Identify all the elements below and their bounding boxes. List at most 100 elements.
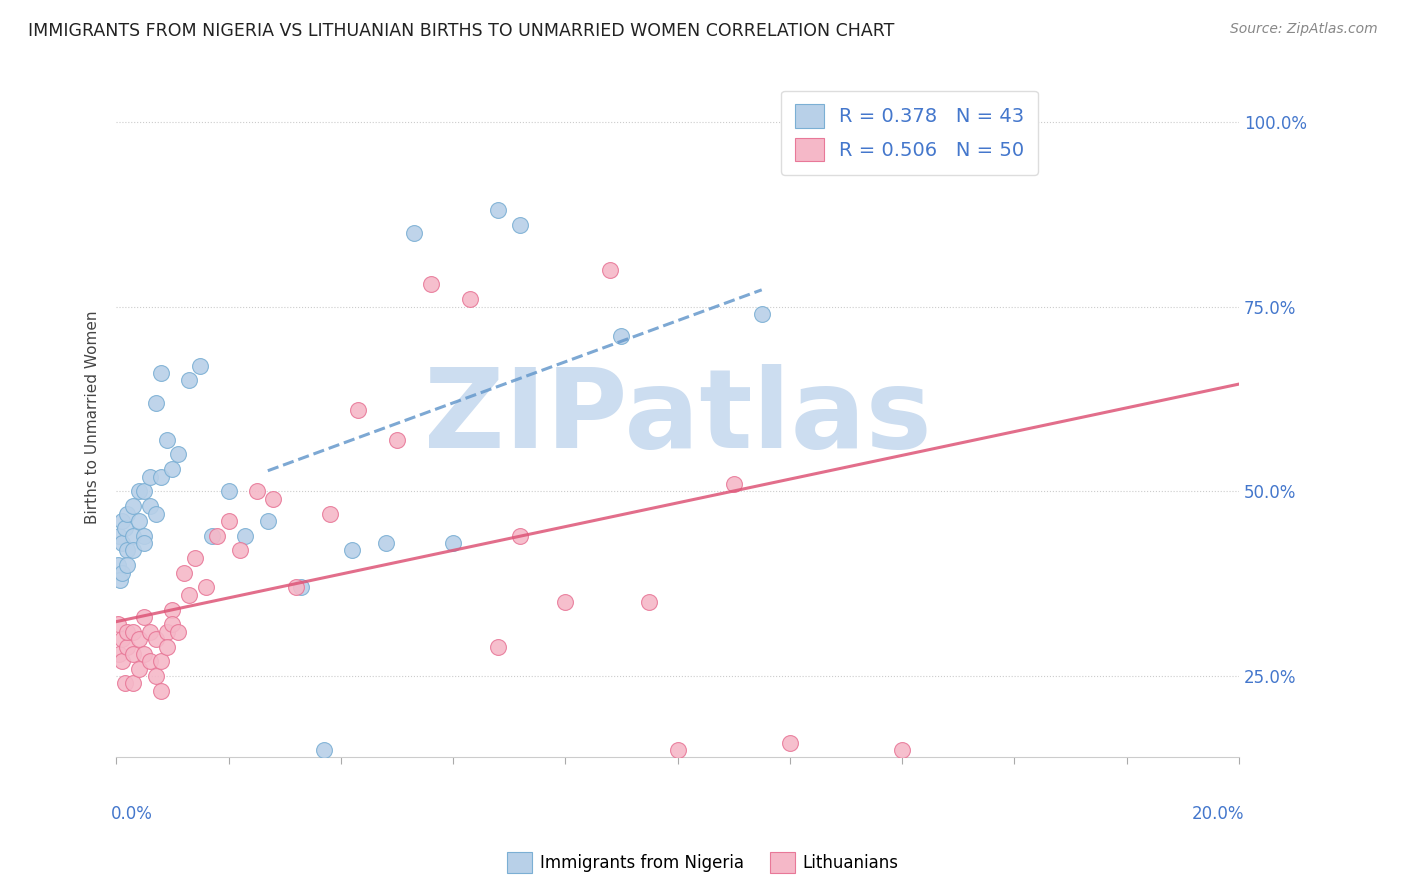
Point	[201, 529, 224, 543]
Point	[245, 484, 267, 499]
Point	[599, 262, 621, 277]
Point	[779, 736, 801, 750]
Point	[441, 536, 464, 550]
Point	[122, 529, 145, 543]
Point	[139, 469, 162, 483]
Point	[891, 743, 914, 757]
Point	[108, 573, 131, 587]
Point	[290, 581, 312, 595]
Point	[117, 640, 139, 654]
Point	[402, 226, 425, 240]
Point	[122, 499, 145, 513]
Point	[107, 558, 129, 573]
Point	[134, 529, 156, 543]
Point	[419, 277, 441, 292]
Point	[509, 529, 531, 543]
Point	[256, 514, 278, 528]
Legend: Immigrants from Nigeria, Lithuanians: Immigrants from Nigeria, Lithuanians	[501, 846, 905, 880]
Point	[145, 669, 167, 683]
Point	[111, 632, 134, 647]
Point	[128, 484, 150, 499]
Point	[150, 366, 173, 380]
Point	[190, 359, 212, 373]
Point	[156, 640, 179, 654]
Point	[162, 462, 184, 476]
Point	[122, 676, 145, 690]
Point	[666, 743, 689, 757]
Point	[139, 624, 162, 639]
Point	[145, 395, 167, 409]
Point	[486, 640, 509, 654]
Point	[184, 550, 207, 565]
Point	[139, 499, 162, 513]
Point	[229, 543, 252, 558]
Y-axis label: Births to Unmarried Women: Births to Unmarried Women	[86, 310, 100, 524]
Point	[1002, 145, 1025, 159]
Point	[156, 433, 179, 447]
Point	[162, 602, 184, 616]
Point	[108, 647, 131, 661]
Point	[128, 514, 150, 528]
Point	[486, 203, 509, 218]
Point	[218, 484, 240, 499]
Point	[179, 374, 201, 388]
Point	[554, 595, 576, 609]
Point	[150, 684, 173, 698]
Point	[122, 647, 145, 661]
Point	[346, 403, 368, 417]
Point	[145, 507, 167, 521]
Point	[195, 581, 218, 595]
Point	[340, 543, 363, 558]
Point	[150, 469, 173, 483]
Point	[167, 447, 190, 461]
Text: 0.0%: 0.0%	[111, 805, 152, 823]
Point	[134, 484, 156, 499]
Point	[122, 543, 145, 558]
Point	[111, 654, 134, 668]
Point	[139, 654, 162, 668]
Point	[723, 477, 745, 491]
Point	[122, 624, 145, 639]
Point	[117, 543, 139, 558]
Point	[312, 743, 335, 757]
Point	[262, 491, 284, 506]
Point	[638, 595, 661, 609]
Text: Source: ZipAtlas.com: Source: ZipAtlas.com	[1230, 22, 1378, 37]
Point	[150, 654, 173, 668]
Text: IMMIGRANTS FROM NIGERIA VS LITHUANIAN BIRTHS TO UNMARRIED WOMEN CORRELATION CHAR: IMMIGRANTS FROM NIGERIA VS LITHUANIAN BI…	[28, 22, 894, 40]
Point	[385, 433, 408, 447]
Point	[173, 566, 195, 580]
Point	[128, 632, 150, 647]
Point	[107, 617, 129, 632]
Point	[128, 662, 150, 676]
Point	[167, 624, 190, 639]
Point	[218, 514, 240, 528]
Point	[114, 676, 136, 690]
Point	[145, 632, 167, 647]
Point	[108, 529, 131, 543]
Point	[374, 536, 396, 550]
Point	[111, 514, 134, 528]
Point	[751, 307, 773, 321]
Point	[134, 647, 156, 661]
Text: ZIPatlas: ZIPatlas	[423, 364, 931, 471]
Point	[162, 617, 184, 632]
Point	[458, 292, 481, 306]
Point	[610, 329, 633, 343]
Point	[111, 566, 134, 580]
Point	[117, 507, 139, 521]
Point	[134, 536, 156, 550]
Point	[156, 624, 179, 639]
Point	[318, 507, 340, 521]
Point	[235, 529, 257, 543]
Point	[114, 521, 136, 535]
Point	[284, 581, 307, 595]
Point	[111, 536, 134, 550]
Legend: R = 0.378   N = 43, R = 0.506   N = 50: R = 0.378 N = 43, R = 0.506 N = 50	[782, 91, 1038, 175]
Point	[179, 588, 201, 602]
Point	[207, 529, 229, 543]
Text: 20.0%: 20.0%	[1192, 805, 1244, 823]
Point	[134, 610, 156, 624]
Point	[509, 219, 531, 233]
Point	[117, 624, 139, 639]
